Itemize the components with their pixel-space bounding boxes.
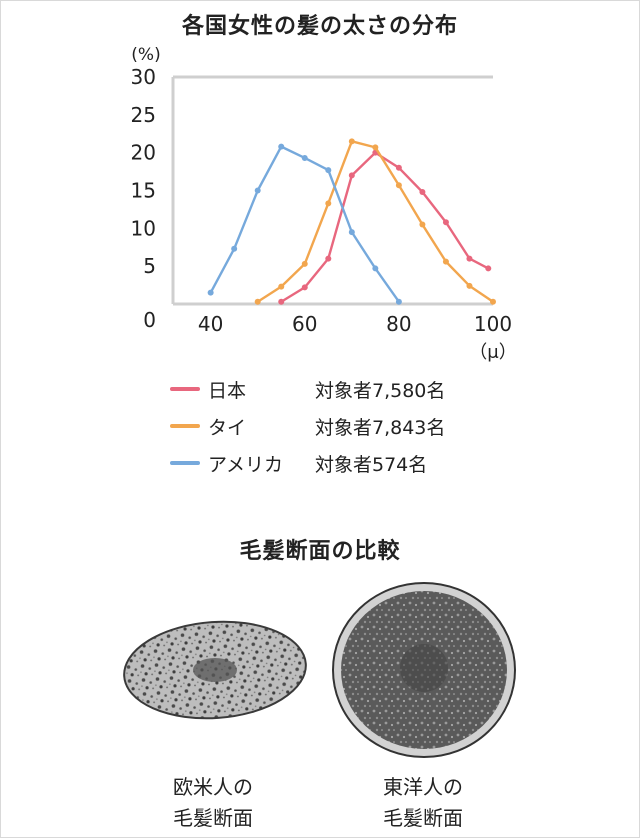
data-point — [278, 298, 285, 305]
y-tick-label: 30 — [131, 65, 156, 89]
data-point — [301, 154, 308, 161]
data-point — [278, 143, 285, 150]
x-tick-label: 40 — [198, 312, 223, 336]
y-axis-unit-label: (%) — [131, 45, 160, 65]
data-point — [372, 265, 379, 272]
data-point — [372, 144, 379, 151]
x-tick-label: 100 — [474, 312, 512, 336]
legend-item-usa: アメリカ 対象者574名 — [168, 448, 488, 485]
data-point — [490, 298, 496, 305]
y-tick-label: 15 — [131, 179, 156, 203]
legend-count-thailand: 対象者7,843名 — [315, 417, 446, 439]
legend-count-usa: 対象者574名 — [315, 454, 428, 476]
x-tick-label: 80 — [386, 312, 411, 336]
legend-label-usa: アメリカ — [208, 454, 284, 476]
data-point — [485, 265, 492, 272]
data-point — [254, 187, 261, 194]
data-point — [419, 189, 426, 196]
data-point — [231, 245, 238, 252]
legend-swatch-usa — [170, 461, 200, 465]
data-point — [442, 258, 449, 265]
data-point — [395, 164, 402, 171]
legend-swatch-japan — [170, 387, 200, 391]
y-tick-label: 20 — [131, 141, 156, 165]
data-point — [466, 282, 473, 289]
data-point — [325, 255, 332, 262]
data-point — [207, 289, 214, 296]
series-2 — [207, 143, 402, 305]
y-tick-label: 25 — [131, 103, 156, 127]
data-point — [348, 138, 355, 145]
chart-legend: 日本 対象者7,580名 タイ 対象者7,843名 アメリカ 対象者574名 — [168, 374, 488, 485]
distribution-chart: (%) 0 5 10 15 20 25 30 40 60 80 100 （μ） — [131, 45, 517, 363]
western-caption: 欧米人の 毛髪断面 — [148, 772, 278, 834]
legend-swatch-thailand — [170, 424, 200, 428]
data-point — [395, 182, 402, 189]
data-point — [348, 229, 355, 236]
data-point — [395, 298, 402, 305]
asian-caption-line2: 毛髪断面 — [383, 806, 463, 830]
data-point — [278, 283, 285, 290]
legend-item-japan: 日本 対象者7,580名 — [168, 374, 488, 411]
western-hair-cross-section — [123, 620, 307, 720]
data-point — [254, 298, 261, 305]
asian-hair-cross-section — [332, 582, 516, 758]
data-point — [325, 200, 332, 207]
series-1 — [254, 138, 496, 305]
data-point — [466, 255, 473, 262]
y-tick-label: 5 — [143, 254, 156, 278]
legend-label-japan: 日本 — [208, 380, 247, 402]
data-point — [301, 260, 308, 267]
legend-count-japan: 対象者7,580名 — [315, 380, 446, 402]
western-caption-line2: 毛髪断面 — [173, 806, 253, 830]
chart-axes: (%) 0 5 10 15 20 25 30 40 60 80 100 （μ） — [131, 45, 517, 363]
asian-caption: 東洋人の 毛髪断面 — [358, 772, 488, 834]
chart-title: 各国女性の髪の太さの分布 — [181, 14, 458, 39]
x-axis-unit-label: （μ） — [469, 342, 516, 363]
asian-caption-line1: 東洋人の — [383, 775, 463, 799]
data-point — [419, 221, 426, 228]
legend-item-thailand: タイ 対象者7,843名 — [168, 411, 488, 448]
y-tick-label: 0 — [143, 308, 156, 332]
series-line — [280, 151, 489, 303]
chart-plot-area — [207, 138, 496, 305]
section-title: 毛髪断面の比較 — [239, 539, 401, 564]
legend-label-thailand: タイ — [208, 417, 247, 439]
data-point — [301, 284, 308, 291]
western-caption-line1: 欧米人の — [173, 775, 253, 799]
data-point — [348, 172, 355, 179]
data-point — [442, 219, 449, 226]
x-tick-label: 60 — [292, 312, 317, 336]
y-tick-label: 10 — [131, 216, 156, 240]
data-point — [325, 167, 332, 174]
